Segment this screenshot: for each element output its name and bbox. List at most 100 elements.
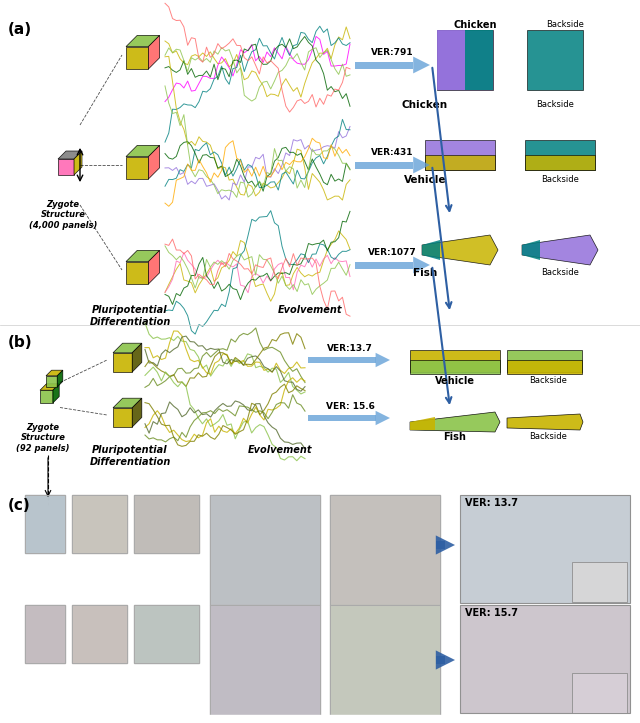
Text: Evolvement: Evolvement <box>248 445 312 455</box>
Polygon shape <box>148 145 159 179</box>
Polygon shape <box>148 250 159 284</box>
Polygon shape <box>413 257 430 273</box>
Polygon shape <box>113 353 132 372</box>
Polygon shape <box>330 605 440 715</box>
Polygon shape <box>507 414 583 430</box>
Bar <box>72 605 127 663</box>
Polygon shape <box>40 384 60 390</box>
Bar <box>525 155 595 170</box>
Polygon shape <box>376 353 390 367</box>
Text: Fish: Fish <box>413 268 437 278</box>
Text: Backside: Backside <box>541 175 579 184</box>
Polygon shape <box>410 417 435 430</box>
Text: Backside: Backside <box>529 376 567 385</box>
Bar <box>436 541 445 549</box>
Polygon shape <box>0 715 640 723</box>
Text: Zygote
Structure
(92 panels): Zygote Structure (92 panels) <box>16 423 70 453</box>
Text: (b): (b) <box>8 335 33 350</box>
Text: Evolvement: Evolvement <box>278 305 342 315</box>
Text: VER: 15.7: VER: 15.7 <box>465 608 518 618</box>
Bar <box>572 562 627 602</box>
Polygon shape <box>527 30 583 90</box>
Text: Backside: Backside <box>536 100 574 109</box>
Polygon shape <box>422 240 440 260</box>
Text: Vehicle: Vehicle <box>404 175 446 185</box>
Polygon shape <box>126 46 148 69</box>
Text: VER:791: VER:791 <box>371 48 413 57</box>
Polygon shape <box>134 495 199 553</box>
Bar <box>210 605 320 715</box>
Polygon shape <box>410 412 500 432</box>
Polygon shape <box>126 145 159 157</box>
Polygon shape <box>57 370 63 387</box>
Text: Pluripotential
Differentiation: Pluripotential Differentiation <box>90 445 171 466</box>
Text: VER: 15.6: VER: 15.6 <box>326 402 374 411</box>
Text: VER:1077: VER:1077 <box>367 248 417 257</box>
Polygon shape <box>40 390 52 403</box>
Text: Chicken: Chicken <box>453 20 497 30</box>
Text: (a): (a) <box>8 22 32 37</box>
Polygon shape <box>522 240 540 260</box>
Polygon shape <box>148 35 159 69</box>
Polygon shape <box>422 235 498 265</box>
Polygon shape <box>126 157 148 179</box>
Polygon shape <box>437 30 465 90</box>
Bar <box>525 140 595 170</box>
Polygon shape <box>126 35 159 46</box>
Bar <box>25 495 65 553</box>
Bar <box>355 262 413 268</box>
Polygon shape <box>126 262 148 284</box>
Polygon shape <box>132 398 142 427</box>
Text: Backside: Backside <box>546 20 584 29</box>
Polygon shape <box>436 651 455 669</box>
Text: Fish: Fish <box>444 432 467 442</box>
Text: Pluripotential
Differentiation: Pluripotential Differentiation <box>90 305 171 327</box>
Polygon shape <box>132 343 142 372</box>
Polygon shape <box>46 376 57 387</box>
Bar <box>134 495 199 553</box>
Polygon shape <box>210 605 320 715</box>
Bar <box>507 360 582 374</box>
Polygon shape <box>113 343 142 353</box>
Text: Backside: Backside <box>541 268 579 277</box>
Polygon shape <box>437 30 493 90</box>
Bar <box>210 495 320 605</box>
Text: VER:13.7: VER:13.7 <box>327 344 373 353</box>
Text: Zygote
Structure
(4,000 panels): Zygote Structure (4,000 panels) <box>29 200 97 230</box>
Polygon shape <box>413 56 430 74</box>
Text: VER:431: VER:431 <box>371 148 413 157</box>
Bar <box>355 161 413 168</box>
Polygon shape <box>113 398 142 408</box>
Polygon shape <box>522 235 598 265</box>
Polygon shape <box>72 495 127 553</box>
Polygon shape <box>25 495 65 553</box>
Bar <box>308 357 376 363</box>
Polygon shape <box>58 159 74 175</box>
Polygon shape <box>210 495 320 605</box>
Bar <box>330 605 440 715</box>
Text: Chicken: Chicken <box>402 100 448 110</box>
Bar <box>572 673 627 713</box>
Bar <box>425 140 495 170</box>
Bar <box>25 605 65 663</box>
Polygon shape <box>465 30 493 90</box>
Polygon shape <box>25 605 65 663</box>
Bar <box>134 605 199 663</box>
Bar <box>460 495 630 603</box>
Text: (c): (c) <box>8 498 31 513</box>
Polygon shape <box>52 384 60 403</box>
Polygon shape <box>46 370 63 376</box>
Polygon shape <box>330 495 440 605</box>
Text: Backside: Backside <box>529 432 567 441</box>
Bar <box>410 350 500 372</box>
Bar <box>425 155 495 170</box>
Bar <box>308 415 376 421</box>
Bar <box>436 656 445 664</box>
Polygon shape <box>72 605 127 663</box>
Bar <box>72 495 127 553</box>
Polygon shape <box>58 151 82 159</box>
Bar <box>355 61 413 69</box>
Polygon shape <box>376 411 390 425</box>
Polygon shape <box>74 151 82 175</box>
Polygon shape <box>436 536 455 555</box>
